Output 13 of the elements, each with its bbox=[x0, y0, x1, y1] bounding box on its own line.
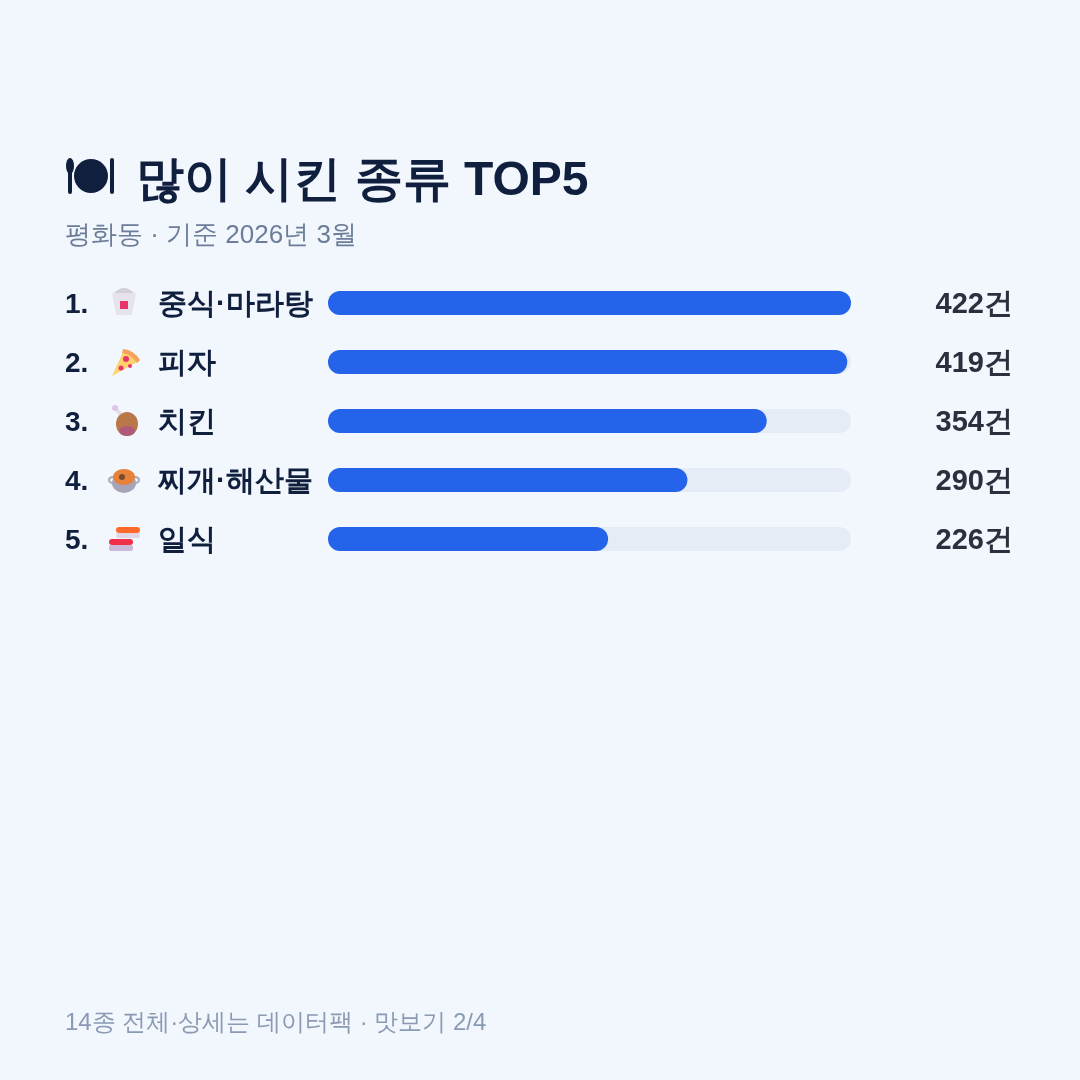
data-label: 422건 bbox=[935, 287, 1013, 319]
data-label: 419건 bbox=[935, 346, 1013, 378]
category-label: 4. 찌개·해산물 bbox=[65, 464, 313, 496]
category-label: 1. 중식·마라탕 bbox=[65, 287, 313, 319]
category-label: 5. 일식 bbox=[65, 523, 216, 555]
data-label: 290건 bbox=[935, 464, 1013, 496]
chart-title: 많이 시킨 종류 TOP5 bbox=[136, 152, 589, 205]
data-label: 354건 bbox=[935, 405, 1013, 437]
text: 14종 전체·상세는 데이터팩 · 맛보기 2/4 bbox=[65, 1008, 487, 1035]
data-label: 226건 bbox=[935, 523, 1013, 555]
chart-subtitle: 평화동 · 기준 2026년 3월 bbox=[65, 219, 357, 249]
category-label: 2. 피자 bbox=[65, 346, 216, 378]
category-label: 3. 치킨 bbox=[65, 405, 216, 437]
